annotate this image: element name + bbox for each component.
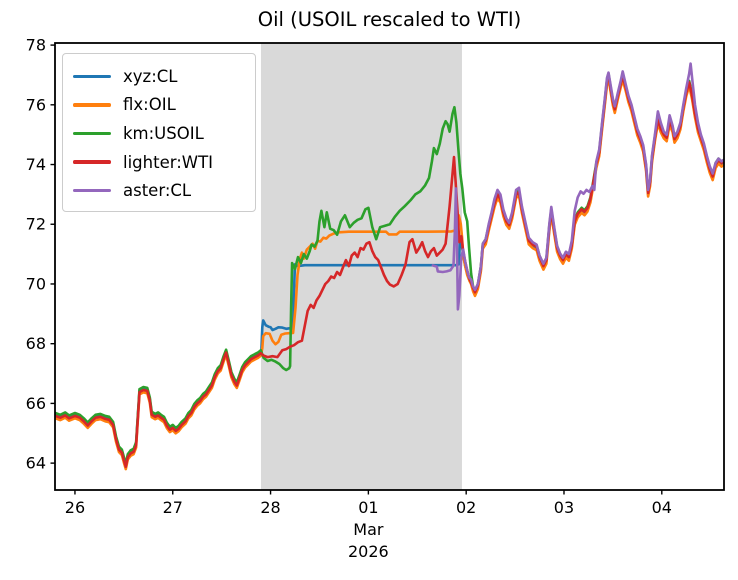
- mask-bottom: [0, 490, 738, 580]
- y-tick-label: 72: [26, 215, 46, 234]
- legend-item-lighter-wti: lighter:WTI: [73, 148, 249, 177]
- x-tick-label: 02: [456, 498, 476, 517]
- x-tick-label: 28: [260, 498, 280, 517]
- legend-line-swatch: [73, 74, 111, 79]
- x-tick-label: 26: [65, 498, 85, 517]
- legend-item-aster-cl: aster:CL: [73, 176, 249, 205]
- y-tick-label: 70: [26, 274, 46, 293]
- y-tick-label: 68: [26, 334, 46, 353]
- legend-label: km:USOIL: [123, 123, 204, 143]
- legend-line-swatch: [73, 103, 111, 107]
- legend-label: xyz:CL: [123, 66, 178, 86]
- x-tick-label: 01: [358, 498, 378, 517]
- legend-label: flx:OIL: [123, 95, 176, 115]
- legend: xyz:CL flx:OIL km:USOIL lighter:WTI aster:CL: [62, 53, 256, 212]
- axes-spines: [54, 42, 725, 491]
- x-tick-label: 04: [652, 498, 672, 517]
- mask-left: [0, 0, 55, 580]
- y-tick-label: 76: [26, 95, 46, 114]
- y-tick-label: 66: [26, 394, 46, 413]
- x-tick-label: 03: [554, 498, 574, 517]
- x-axis-sub-label: 2026: [348, 542, 389, 561]
- chart-title: Oil (USOIL rescaled to WTI): [257, 8, 522, 31]
- y-tick-label: 74: [26, 155, 46, 174]
- y-tick-label: 78: [26, 36, 46, 55]
- x-axis-sub-label: Mar: [353, 520, 384, 539]
- x-tick-label: 27: [163, 498, 183, 517]
- legend-line-swatch: [73, 188, 111, 193]
- legend-label: aster:CL: [123, 181, 192, 201]
- y-tick-label: 64: [26, 454, 46, 473]
- mask-right: [724, 0, 738, 580]
- legend-line-swatch: [73, 131, 111, 136]
- legend-item-xyz-cl: xyz:CL: [73, 62, 249, 91]
- legend-line-swatch: [73, 160, 111, 164]
- legend-item-km-usoil: km:USOIL: [73, 119, 249, 148]
- series-line-aster-cl: [431, 62, 725, 311]
- legend-item-flx-oil: flx:OIL: [73, 91, 249, 120]
- legend-label: lighter:WTI: [123, 152, 214, 172]
- mask-top: [0, 0, 738, 43]
